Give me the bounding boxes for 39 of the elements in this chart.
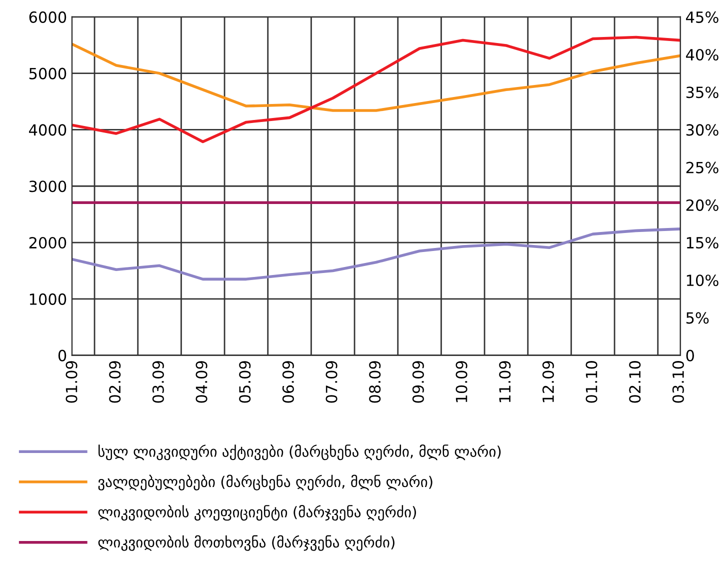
y-tick-label: 1000 bbox=[30, 293, 66, 305]
line-series bbox=[72, 228, 680, 281]
y2-tick-label: 45% bbox=[686, 11, 718, 23]
x-tick-label: 10.09 bbox=[456, 361, 468, 402]
y-tick-label: 2000 bbox=[29, 236, 66, 249]
x-tick-label: 02.10 bbox=[629, 361, 641, 403]
legend-label: ლიკვიდობის კოეფიციენტი (მარჯვენა ღერძი) bbox=[98, 504, 416, 521]
y-tick-label: 4000 bbox=[29, 124, 66, 136]
x-tick-label: 08.09 bbox=[369, 361, 381, 403]
x-tick-label: 03.10 bbox=[672, 361, 684, 403]
x-tick-label: 09.09 bbox=[412, 361, 424, 403]
y2-tick-label: 30% bbox=[686, 124, 718, 136]
x-tick-label: 07.09 bbox=[326, 361, 338, 403]
x-tick-label: 12.09 bbox=[542, 361, 554, 402]
y-tick-label: 3000 bbox=[29, 180, 66, 192]
x-tick-label: 02.09 bbox=[109, 361, 121, 403]
line-series bbox=[72, 43, 680, 112]
y-tick-label: 6000 bbox=[29, 11, 66, 23]
x-tick-label: 11.09 bbox=[499, 361, 511, 402]
y2-tick-label: 40% bbox=[686, 48, 718, 61]
y2-tick-label: 10% bbox=[686, 274, 718, 286]
x-tick-label: 04.09 bbox=[196, 361, 208, 403]
y2-tick-label: 20% bbox=[686, 199, 718, 211]
y2-tick-label: 25% bbox=[686, 162, 718, 174]
y2-tick-label: 15% bbox=[686, 236, 718, 249]
y-tick-label: 5000 bbox=[29, 68, 66, 80]
line-series bbox=[72, 36, 680, 144]
legend-label: ვალდებულებები (მარცხენა ღერძი, მლნ ლარი) bbox=[98, 474, 432, 490]
legend-label: სულ ლიკვიდური აქტივები (მარცხენა ღერძი, მლნ ლარი) bbox=[98, 444, 501, 460]
y-tick-label: 0 bbox=[58, 350, 66, 362]
y2-tick-label: 35% bbox=[686, 86, 718, 98]
y2-tick-label: 0 bbox=[686, 350, 694, 362]
x-tick-label: 06.09 bbox=[282, 361, 294, 403]
x-tick-label: 01.10 bbox=[586, 361, 598, 403]
legend-label: ლიკვიდობის მოთხოვნა (მარჯვენა ღერძი) bbox=[98, 535, 394, 551]
x-tick-label: 05.09 bbox=[239, 361, 251, 403]
y2-tick-label: 5% bbox=[686, 312, 709, 324]
x-tick-label: 03.09 bbox=[152, 361, 164, 403]
x-tick-label: 01.09 bbox=[66, 361, 78, 403]
